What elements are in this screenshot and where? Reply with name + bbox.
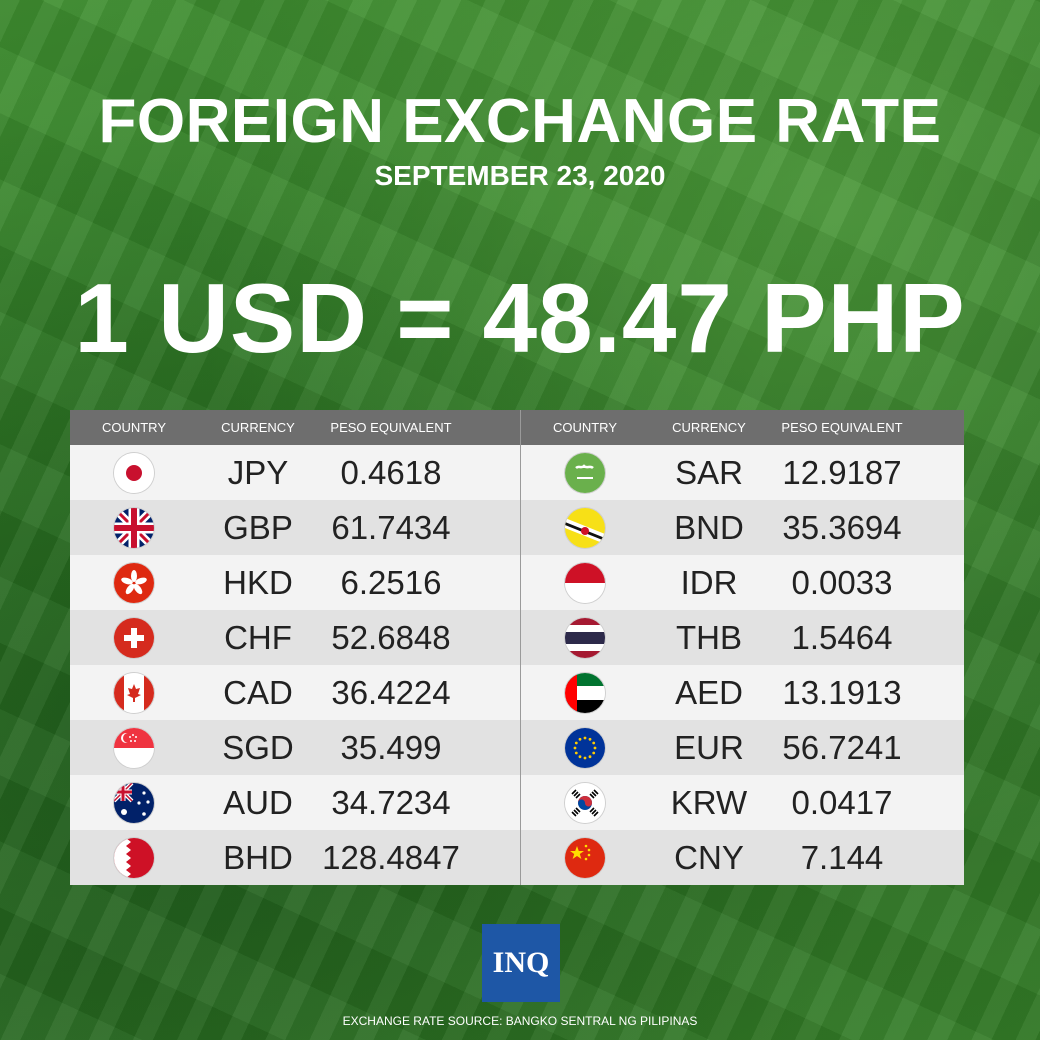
currency-code: HKD xyxy=(223,563,293,601)
currency-code: GBP xyxy=(223,508,293,546)
currency-code: EUR xyxy=(674,728,744,766)
peso-equivalent: 36.4224 xyxy=(331,673,451,711)
header-country: COUNTRY xyxy=(101,420,167,435)
currency-code: SGD xyxy=(222,728,294,766)
table-row: JPY 0.4618 xyxy=(70,445,520,500)
country-cell xyxy=(70,782,198,823)
peso-equivalent: 0.0033 xyxy=(791,563,893,601)
currency-code: BND xyxy=(674,508,744,546)
table-row: AED 13.1913 xyxy=(521,665,964,720)
table-row: EUR 56.7241 xyxy=(521,720,964,775)
peso-equivalent: 34.7234 xyxy=(331,783,451,821)
switzerland-flag-icon xyxy=(114,617,154,658)
country-cell xyxy=(70,672,198,713)
peso-equivalent: 128.4847 xyxy=(322,838,460,876)
country-cell xyxy=(70,452,198,493)
table-row: CAD 36.4224 xyxy=(70,665,520,720)
peso-equivalent: 0.0417 xyxy=(791,783,893,821)
peso-equivalent: 61.7434 xyxy=(331,508,451,546)
hong-kong-flag-icon xyxy=(114,562,154,603)
brunei-flag-icon xyxy=(565,507,605,548)
australia-flag-icon xyxy=(114,782,154,823)
country-cell xyxy=(70,727,198,768)
date-subtitle: SEPTEMBER 23, 2020 xyxy=(374,160,666,191)
currency-code: THB xyxy=(676,618,742,656)
peso-equivalent: 0.4618 xyxy=(340,453,442,491)
inquirer-logo: INQ xyxy=(482,924,560,1002)
country-cell xyxy=(70,617,198,658)
peso-equivalent: 13.1913 xyxy=(782,673,902,711)
table-row: KRW 0.0417 xyxy=(521,775,964,830)
table-row: BHD 128.4847 xyxy=(70,830,520,885)
country-cell xyxy=(521,727,649,768)
header-currency: CURRENCY xyxy=(672,420,746,435)
peso-equivalent: 52.6848 xyxy=(331,618,451,656)
peso-equivalent: 7.144 xyxy=(800,838,884,876)
peso-equivalent: 35.3694 xyxy=(782,508,902,546)
header-peso-equivalent: PESO EQUIVALENT xyxy=(330,420,452,435)
header-country: COUNTRY xyxy=(552,420,618,435)
japan-flag-icon xyxy=(114,452,154,493)
currency-code: SAR xyxy=(675,453,743,491)
canada-flag-icon xyxy=(114,672,154,713)
table-row: HKD 6.2516 xyxy=(70,555,520,610)
peso-equivalent: 1.5464 xyxy=(791,618,893,656)
country-cell xyxy=(521,507,649,548)
singapore-flag-icon xyxy=(114,727,154,768)
country-cell xyxy=(521,562,649,603)
peso-equivalent: 35.499 xyxy=(340,728,442,766)
header-currency: CURRENCY xyxy=(221,420,295,435)
peso-equivalent: 12.9187 xyxy=(782,453,902,491)
country-cell xyxy=(70,507,198,548)
page-title: FOREIGN EXCHANGE RATE xyxy=(98,87,942,156)
table-row: AUD 34.7234 xyxy=(70,775,520,830)
header-peso-equivalent: PESO EQUIVALENT xyxy=(781,420,903,435)
currency-code: AUD xyxy=(223,783,293,821)
table-row: CHF 52.6848 xyxy=(70,610,520,665)
indonesia-flag-icon xyxy=(565,562,605,603)
saudi-arabia-flag-icon xyxy=(565,452,605,493)
country-cell xyxy=(70,562,198,603)
country-cell xyxy=(521,782,649,823)
table-row: SGD 35.499 xyxy=(70,720,520,775)
currency-code: KRW xyxy=(670,783,748,821)
table-header: COUNTRY CURRENCY PESO EQUIVALENT xyxy=(70,410,520,445)
source-footnote: EXCHANGE RATE SOURCE: BANGKO SENTRAL NG … xyxy=(342,1014,698,1028)
thailand-flag-icon xyxy=(565,617,605,658)
currency-code: BHD xyxy=(223,838,293,876)
currency-code: AED xyxy=(675,673,743,711)
table-row: IDR 0.0033 xyxy=(521,555,964,610)
country-cell xyxy=(521,837,649,878)
currency-code: JPY xyxy=(227,453,289,491)
eu-flag-icon xyxy=(565,727,605,768)
table-row: THB 1.5464 xyxy=(521,610,964,665)
peso-equivalent: 56.7241 xyxy=(782,728,902,766)
table-row: BND 35.3694 xyxy=(521,500,964,555)
country-cell xyxy=(70,837,198,878)
currency-code: CAD xyxy=(223,673,293,711)
table-header: COUNTRY CURRENCY PESO EQUIVALENT xyxy=(521,410,964,445)
south-korea-flag-icon xyxy=(565,782,605,823)
currency-code: IDR xyxy=(680,563,738,601)
table-row: CNY 7.144 xyxy=(521,830,964,885)
exchange-rate-table: COUNTRY CURRENCY PESO EQUIVALENT JPY 0.46… xyxy=(70,410,964,885)
uk-flag-icon xyxy=(114,507,154,548)
uae-flag-icon xyxy=(565,672,605,713)
table-left-half: COUNTRY CURRENCY PESO EQUIVALENT JPY 0.46… xyxy=(70,410,521,885)
table-row: SAR 12.9187 xyxy=(521,445,964,500)
country-cell xyxy=(521,672,649,713)
currency-code: CHF xyxy=(224,618,292,656)
table-row: GBP 61.7434 xyxy=(70,500,520,555)
usd-php-rate: 1 USD = 48.47 PHP xyxy=(74,263,966,373)
china-flag-icon xyxy=(565,837,605,878)
bahrain-flag-icon xyxy=(114,837,154,878)
table-right-half: COUNTRY CURRENCY PESO EQUIVALENT SAR 12.9… xyxy=(521,410,964,885)
country-cell xyxy=(521,617,649,658)
country-cell xyxy=(521,452,649,493)
currency-code: CNY xyxy=(674,838,744,876)
peso-equivalent: 6.2516 xyxy=(340,563,442,601)
